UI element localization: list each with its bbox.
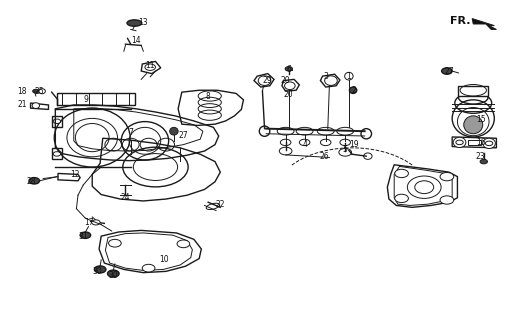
Text: 28: 28 — [27, 177, 36, 186]
Ellipse shape — [53, 119, 61, 124]
Text: 20: 20 — [284, 90, 294, 99]
Text: 17: 17 — [84, 218, 93, 227]
Text: 11: 11 — [145, 61, 155, 70]
Ellipse shape — [92, 220, 100, 225]
Ellipse shape — [127, 20, 142, 26]
Bar — [458, 86, 488, 96]
Text: 3: 3 — [323, 72, 328, 81]
Text: 10: 10 — [160, 255, 169, 264]
Text: 13: 13 — [139, 18, 148, 27]
Text: 23: 23 — [476, 152, 485, 161]
Ellipse shape — [395, 169, 408, 178]
Ellipse shape — [440, 172, 454, 181]
Ellipse shape — [80, 232, 91, 238]
Ellipse shape — [349, 87, 357, 93]
Text: 27: 27 — [444, 67, 454, 76]
Text: 25: 25 — [35, 87, 44, 96]
Text: 15: 15 — [476, 115, 485, 124]
Text: 8: 8 — [206, 92, 211, 100]
Bar — [57, 93, 135, 105]
Ellipse shape — [142, 264, 155, 272]
Ellipse shape — [39, 89, 45, 94]
Text: 14: 14 — [131, 36, 141, 45]
Text: 12: 12 — [70, 170, 80, 179]
Text: FR.: FR. — [450, 16, 470, 26]
Ellipse shape — [442, 68, 452, 74]
Ellipse shape — [453, 137, 466, 148]
Ellipse shape — [32, 103, 40, 108]
Ellipse shape — [456, 140, 463, 145]
Text: 16: 16 — [476, 138, 485, 147]
Ellipse shape — [395, 194, 408, 203]
Text: 30: 30 — [93, 267, 102, 276]
Text: 1: 1 — [346, 72, 352, 81]
Text: 31: 31 — [79, 232, 88, 241]
Ellipse shape — [53, 152, 61, 156]
Text: 29: 29 — [263, 76, 272, 85]
Text: 24: 24 — [121, 193, 130, 202]
Text: 22: 22 — [216, 200, 225, 209]
Text: 18: 18 — [17, 87, 27, 96]
Ellipse shape — [440, 196, 454, 204]
Text: 6: 6 — [286, 65, 291, 74]
Ellipse shape — [33, 89, 39, 93]
Ellipse shape — [94, 266, 106, 273]
Text: 20: 20 — [281, 76, 290, 85]
Text: 30: 30 — [109, 271, 118, 280]
Ellipse shape — [170, 127, 178, 135]
Text: 26: 26 — [319, 152, 329, 161]
Ellipse shape — [483, 138, 495, 148]
Bar — [468, 140, 481, 145]
Ellipse shape — [29, 178, 40, 184]
Text: 5: 5 — [343, 145, 348, 154]
Text: 19: 19 — [349, 140, 359, 149]
Text: 21: 21 — [17, 100, 27, 109]
Ellipse shape — [109, 239, 121, 247]
Ellipse shape — [285, 67, 292, 71]
Polygon shape — [452, 137, 496, 148]
Ellipse shape — [108, 270, 119, 277]
Ellipse shape — [485, 141, 493, 146]
Ellipse shape — [464, 116, 483, 134]
Polygon shape — [472, 19, 496, 29]
Ellipse shape — [145, 64, 155, 70]
Text: 7: 7 — [128, 128, 133, 137]
Text: 2: 2 — [352, 86, 357, 95]
Ellipse shape — [480, 159, 487, 164]
Text: 9: 9 — [83, 95, 89, 104]
Ellipse shape — [177, 240, 190, 248]
Text: 4: 4 — [302, 140, 307, 149]
Text: 27: 27 — [179, 131, 188, 140]
